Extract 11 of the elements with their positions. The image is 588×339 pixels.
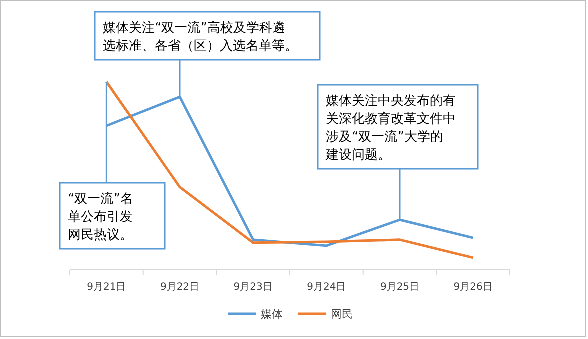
annotation: “双一流”名单公布引发网民热议。 [68, 191, 134, 243]
x-tick-label: 9月23日 [234, 282, 273, 293]
legend-label: 网民 [331, 308, 353, 321]
x-tick-label: 9月25日 [380, 282, 420, 293]
x-tick-label: 9月22日 [160, 282, 200, 293]
x-tick-label: 9月26日 [454, 282, 493, 293]
annotation: 媒体关注“双一流”高校及学科遴选标准、各省（区）入选名单等。 [103, 20, 298, 54]
x-tick-label: 9月21日 [87, 282, 126, 293]
x-tick-label: 9月24日 [307, 282, 346, 293]
annotation: 媒体关注中央发布的有关深化教育改革文件中涉及“双一流”大学的建设问题。 [325, 94, 456, 163]
legend-label: 媒体 [261, 308, 283, 321]
